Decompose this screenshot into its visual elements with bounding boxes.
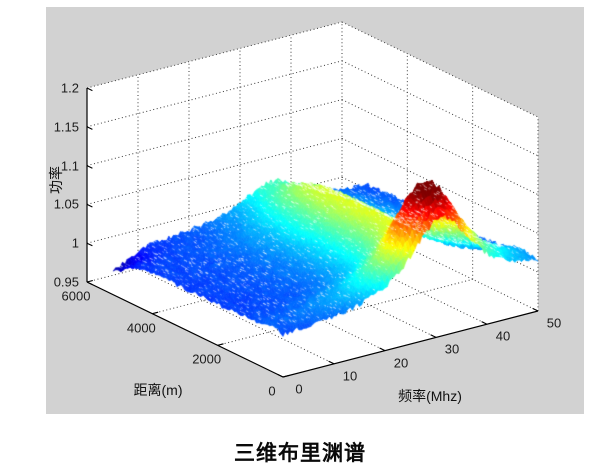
y-tick-label: 0 <box>295 381 303 397</box>
surface-mesh <box>46 7 584 414</box>
y-tick-label: 40 <box>495 328 511 344</box>
x-tick-label: 4000 <box>126 320 156 336</box>
y-tick-label: 20 <box>393 355 409 371</box>
y-tick-label: 10 <box>342 368 358 384</box>
z-tick-label: 0.95 <box>53 274 79 290</box>
z-tick-label: 1 <box>71 235 79 251</box>
y-tick-label: 30 <box>444 341 460 357</box>
x-axis-label: 距离(m) <box>133 382 183 398</box>
y-axis-label: 频率(Mhz) <box>398 388 462 404</box>
figure-caption: 三维布里渊谱 <box>234 442 366 465</box>
z-tick-label: 1.2 <box>60 80 79 96</box>
x-tick-label: 0 <box>268 383 276 399</box>
plot-area: 功率 距离(m) 频率(Mhz) 0.95 1 1.05 1.1 1.15 1.2 6000… <box>46 7 584 414</box>
x-tick-label: 6000 <box>61 288 91 304</box>
y-tick-label: 50 <box>546 315 562 331</box>
axes-lines <box>86 87 539 378</box>
z-tick-label: 1.05 <box>53 196 79 212</box>
z-tick-label: 1.1 <box>60 158 79 174</box>
x-tick-label: 2000 <box>192 351 222 367</box>
tick-label-layer: 功率 距离(m) 频率(Mhz) 0.95 1 1.05 1.1 1.15 1.2 6000… <box>46 7 584 414</box>
z-tick-label: 1.15 <box>53 119 79 135</box>
